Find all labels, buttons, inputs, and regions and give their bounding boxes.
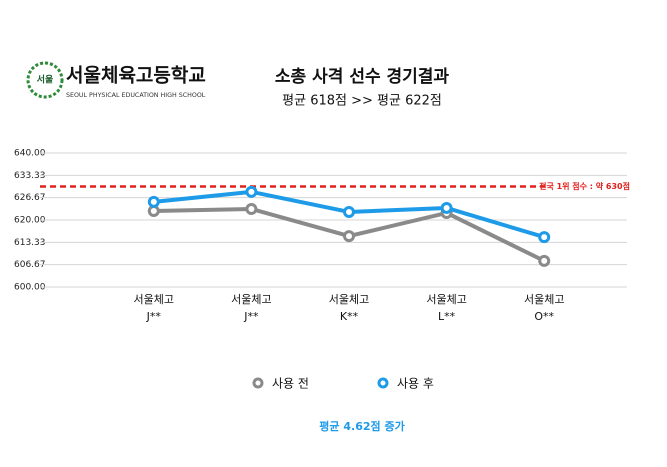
annotation: 평균 4.62점 증가 (319, 419, 404, 433)
y-tick-label: 633.33 (14, 171, 46, 181)
x-tick-label: 서울체고 (231, 293, 271, 306)
data-point (343, 230, 355, 243)
y-tick-label: 626.67 (14, 193, 46, 203)
x-tick-label: K** (340, 310, 359, 323)
data-point (245, 202, 258, 215)
x-tick-label: 서울체고 (134, 293, 174, 306)
legend-label: 사용 후 (397, 377, 434, 391)
data-point (147, 195, 160, 208)
chart-subtitle: 평균 618점 >> 평균 622점 (282, 94, 442, 109)
x-tick-label: O** (534, 310, 554, 323)
y-tick-label: 600.00 (14, 283, 46, 293)
x-tick-label: L** (438, 310, 456, 323)
data-point (440, 201, 453, 214)
x-tick-label: J** (243, 310, 259, 323)
data-point (343, 205, 355, 218)
y-tick-label: 606.67 (14, 260, 46, 270)
school-logo: 서울 서울체육고등학교 SEOUL PHYSICAL EDUCATION HIG… (26, 61, 206, 99)
data-point (538, 254, 551, 267)
emblem-wreath (26, 61, 64, 99)
data-point (245, 185, 258, 198)
y-tick-label: 640.00 (14, 149, 46, 159)
x-tick-label: 서울체고 (524, 293, 564, 306)
data-point (538, 231, 551, 244)
reference-label: 전국 1위 점수 : 약 630점 (539, 181, 630, 191)
emblem-text: 서울 (37, 74, 54, 86)
school-name-en: SEOUL PHYSICAL EDUCATION HIGH SCHOOL (66, 92, 206, 99)
x-tick-label: 서울체고 (329, 293, 369, 306)
y-tick-label: 613.33 (14, 238, 46, 248)
y-tick-label: 620.00 (14, 216, 46, 226)
chart-title: 소총 사격 선수 경기결과 (275, 67, 450, 87)
legend-marker (252, 377, 264, 389)
legend-label: 사용 전 (272, 377, 309, 391)
legend-marker (377, 377, 389, 389)
x-tick-label: J** (146, 310, 162, 323)
x-tick-label: 서울체고 (426, 293, 466, 306)
school-name: 서울체육고등학교 (66, 65, 206, 87)
